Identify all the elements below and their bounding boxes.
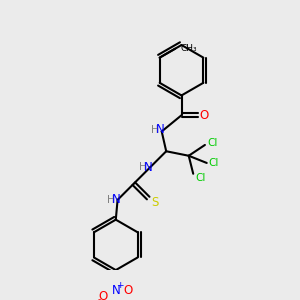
Text: S: S [151, 196, 158, 209]
Text: CH₃: CH₃ [181, 44, 197, 53]
Text: Cl: Cl [207, 138, 217, 148]
Text: N: N [155, 123, 164, 136]
Text: O: O [99, 290, 108, 300]
Text: N: N [144, 161, 153, 174]
Text: O: O [200, 109, 208, 122]
Text: H: H [106, 195, 114, 205]
Text: N: N [111, 194, 120, 206]
Text: Cl: Cl [209, 158, 219, 168]
Text: O: O [124, 284, 133, 297]
Text: Cl: Cl [195, 173, 206, 183]
Text: H: H [139, 163, 147, 172]
Text: +: + [116, 281, 124, 290]
Text: N: N [111, 284, 120, 297]
Text: H: H [151, 124, 158, 135]
Text: -: - [98, 295, 101, 300]
